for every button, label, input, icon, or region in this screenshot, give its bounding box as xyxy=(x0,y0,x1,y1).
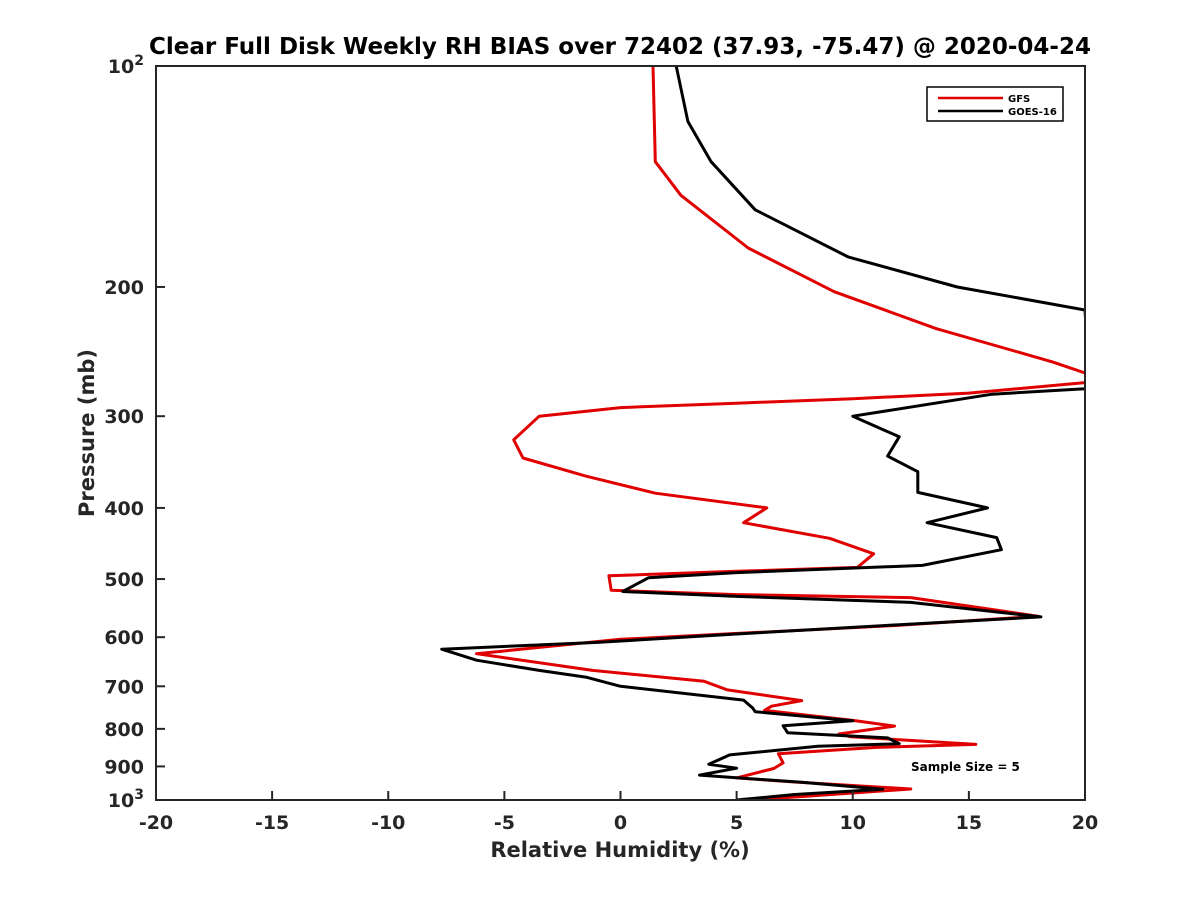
y-tick-label: 500 xyxy=(104,569,144,591)
y-tick-label: 400 xyxy=(104,498,144,520)
x-axis-label: Relative Humidity (%) xyxy=(490,838,749,862)
x-tick-label: -20 xyxy=(139,812,173,834)
x-tick-label: 15 xyxy=(956,812,982,834)
y-tick-label-power: 103 xyxy=(108,787,144,812)
y-tick-label: 800 xyxy=(104,719,144,741)
x-tick-label: -15 xyxy=(255,812,289,834)
x-axis: -20 -15 -10 -5 0 5 10 15 20 xyxy=(139,791,1098,834)
x-tick-label: 0 xyxy=(614,812,627,834)
plot-frame xyxy=(155,65,1086,801)
series-line-gfs xyxy=(475,66,1085,800)
y-tick-label: 700 xyxy=(104,676,144,698)
y-tick-label: 900 xyxy=(104,756,144,778)
x-tick-label: 20 xyxy=(1072,812,1098,834)
y-tick-label: 600 xyxy=(104,627,144,649)
series-layer xyxy=(440,66,1085,800)
legend: GFS GOES-16 xyxy=(926,86,1064,122)
sample-size-annotation: Sample Size = 5 xyxy=(911,760,1020,774)
x-tick-label: 10 xyxy=(840,812,866,834)
x-tick-label: -5 xyxy=(494,812,515,834)
legend-label-goes-16: GOES-16 xyxy=(1008,107,1057,118)
y-tick-label: 300 xyxy=(104,406,144,428)
y-tick-label-power: 102 xyxy=(108,53,144,78)
y-axis: 102 200 300 400 500 600 700 800 900 103 xyxy=(104,53,165,812)
y-axis-label: Pressure (mb) xyxy=(75,349,99,517)
y-tick-label: 200 xyxy=(104,277,144,299)
x-tick-label: -10 xyxy=(371,812,405,834)
series-line-goes-16 xyxy=(440,66,1085,800)
legend-box xyxy=(926,86,1064,122)
chart-title: Clear Full Disk Weekly RH BIAS over 7240… xyxy=(149,34,1091,60)
legend-label-gfs: GFS xyxy=(1008,94,1030,105)
x-tick-label: 5 xyxy=(730,812,743,834)
